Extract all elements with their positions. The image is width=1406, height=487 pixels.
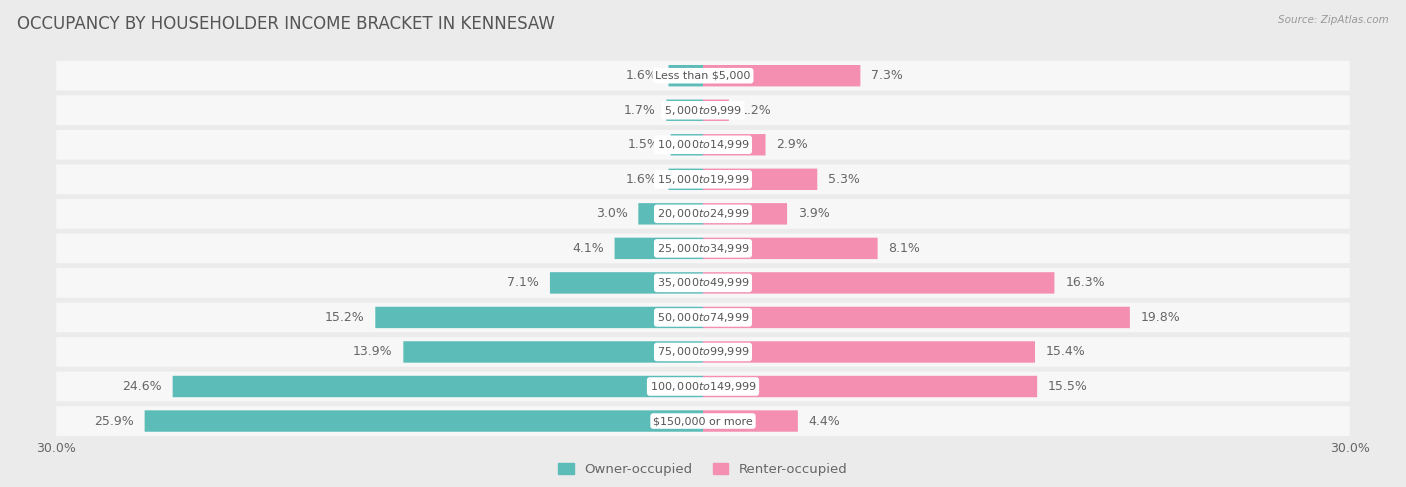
FancyBboxPatch shape <box>56 302 1350 332</box>
Text: 1.6%: 1.6% <box>626 69 658 82</box>
Text: Source: ZipAtlas.com: Source: ZipAtlas.com <box>1278 15 1389 25</box>
FancyBboxPatch shape <box>56 95 1350 125</box>
Text: 1.5%: 1.5% <box>628 138 659 151</box>
FancyBboxPatch shape <box>56 372 1350 401</box>
Text: 3.9%: 3.9% <box>797 207 830 220</box>
Text: $50,000 to $74,999: $50,000 to $74,999 <box>657 311 749 324</box>
FancyBboxPatch shape <box>550 272 703 294</box>
Text: $35,000 to $49,999: $35,000 to $49,999 <box>657 277 749 289</box>
FancyBboxPatch shape <box>671 134 703 155</box>
Text: 8.1%: 8.1% <box>889 242 921 255</box>
Text: $15,000 to $19,999: $15,000 to $19,999 <box>657 173 749 186</box>
Legend: Owner-occupied, Renter-occupied: Owner-occupied, Renter-occupied <box>553 457 853 481</box>
Text: 1.2%: 1.2% <box>740 104 772 117</box>
FancyBboxPatch shape <box>56 234 1350 263</box>
FancyBboxPatch shape <box>56 268 1350 298</box>
Text: OCCUPANCY BY HOUSEHOLDER INCOME BRACKET IN KENNESAW: OCCUPANCY BY HOUSEHOLDER INCOME BRACKET … <box>17 15 555 33</box>
FancyBboxPatch shape <box>703 376 1038 397</box>
Text: 13.9%: 13.9% <box>353 345 392 358</box>
Text: 4.1%: 4.1% <box>572 242 603 255</box>
Text: 3.0%: 3.0% <box>596 207 627 220</box>
Text: 7.1%: 7.1% <box>508 277 538 289</box>
Text: 25.9%: 25.9% <box>94 414 134 428</box>
Text: 15.2%: 15.2% <box>325 311 364 324</box>
FancyBboxPatch shape <box>614 238 703 259</box>
FancyBboxPatch shape <box>703 411 797 432</box>
FancyBboxPatch shape <box>703 307 1130 328</box>
FancyBboxPatch shape <box>56 337 1350 367</box>
FancyBboxPatch shape <box>56 130 1350 160</box>
FancyBboxPatch shape <box>668 169 703 190</box>
FancyBboxPatch shape <box>703 134 765 155</box>
FancyBboxPatch shape <box>703 169 817 190</box>
Text: $10,000 to $14,999: $10,000 to $14,999 <box>657 138 749 151</box>
Text: 1.7%: 1.7% <box>624 104 655 117</box>
Text: Less than $5,000: Less than $5,000 <box>655 71 751 81</box>
FancyBboxPatch shape <box>668 65 703 86</box>
FancyBboxPatch shape <box>404 341 703 363</box>
Text: $5,000 to $9,999: $5,000 to $9,999 <box>664 104 742 117</box>
Text: 24.6%: 24.6% <box>122 380 162 393</box>
FancyBboxPatch shape <box>666 99 703 121</box>
FancyBboxPatch shape <box>145 411 703 432</box>
Text: $25,000 to $34,999: $25,000 to $34,999 <box>657 242 749 255</box>
Text: 15.4%: 15.4% <box>1046 345 1085 358</box>
FancyBboxPatch shape <box>703 203 787 225</box>
Text: 4.4%: 4.4% <box>808 414 841 428</box>
Text: 19.8%: 19.8% <box>1140 311 1181 324</box>
FancyBboxPatch shape <box>638 203 703 225</box>
Text: $150,000 or more: $150,000 or more <box>654 416 752 426</box>
FancyBboxPatch shape <box>56 165 1350 194</box>
Text: 15.5%: 15.5% <box>1047 380 1088 393</box>
FancyBboxPatch shape <box>703 272 1054 294</box>
Text: 1.6%: 1.6% <box>626 173 658 186</box>
Text: $100,000 to $149,999: $100,000 to $149,999 <box>650 380 756 393</box>
Text: 16.3%: 16.3% <box>1066 277 1105 289</box>
FancyBboxPatch shape <box>56 199 1350 229</box>
Text: $75,000 to $99,999: $75,000 to $99,999 <box>657 345 749 358</box>
Text: $20,000 to $24,999: $20,000 to $24,999 <box>657 207 749 220</box>
FancyBboxPatch shape <box>703 65 860 86</box>
Text: 2.9%: 2.9% <box>776 138 808 151</box>
FancyBboxPatch shape <box>56 61 1350 91</box>
FancyBboxPatch shape <box>375 307 703 328</box>
FancyBboxPatch shape <box>703 99 728 121</box>
FancyBboxPatch shape <box>703 238 877 259</box>
Text: 5.3%: 5.3% <box>828 173 860 186</box>
FancyBboxPatch shape <box>703 341 1035 363</box>
Text: 7.3%: 7.3% <box>872 69 903 82</box>
FancyBboxPatch shape <box>56 406 1350 436</box>
FancyBboxPatch shape <box>173 376 703 397</box>
